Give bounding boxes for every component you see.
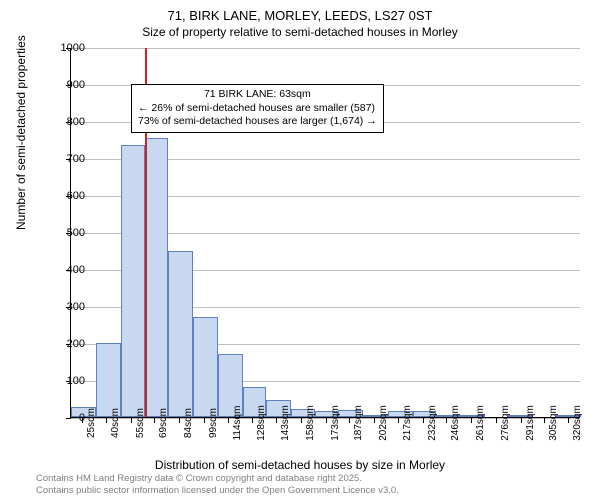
histogram-bar [96, 343, 121, 417]
x-tick-label: 55sqm [135, 408, 146, 438]
x-tick-mark [374, 418, 375, 423]
x-tick-label: 246sqm [450, 405, 461, 441]
gridline [71, 48, 580, 49]
x-tick-label: 232sqm [427, 405, 438, 441]
y-tick-label: 700 [45, 153, 85, 165]
chart-title-main: 71, BIRK LANE, MORLEY, LEEDS, LS27 0ST [0, 8, 600, 23]
x-tick-mark [398, 418, 399, 423]
y-tick-label: 300 [45, 301, 85, 313]
annotation-line-1: 71 BIRK LANE: 63sqm [138, 88, 377, 102]
x-tick-mark [204, 418, 205, 423]
x-tick-label: 305sqm [548, 405, 559, 441]
x-tick-mark [131, 418, 132, 423]
y-tick-label: 500 [45, 227, 85, 239]
x-tick-label: 158sqm [305, 405, 316, 441]
x-tick-mark [252, 418, 253, 423]
x-tick-label: 25sqm [86, 408, 97, 438]
x-tick-mark [228, 418, 229, 423]
x-tick-label: 217sqm [402, 405, 413, 441]
x-tick-label: 69sqm [158, 408, 169, 438]
histogram-bar [193, 317, 218, 417]
x-tick-mark [521, 418, 522, 423]
x-tick-label: 202sqm [378, 405, 389, 441]
y-tick-label: 1000 [45, 42, 85, 54]
x-tick-mark [446, 418, 447, 423]
x-tick-label: 187sqm [353, 405, 364, 441]
x-tick-label: 128sqm [256, 405, 267, 441]
y-tick-label: 600 [45, 190, 85, 202]
annotation-line-2: ← 26% of semi-detached houses are smalle… [138, 102, 377, 116]
footer-attribution: Contains HM Land Registry data © Crown c… [36, 473, 399, 496]
x-tick-mark [154, 418, 155, 423]
x-tick-label: 261sqm [475, 405, 486, 441]
histogram-bar [168, 251, 193, 418]
histogram-bar [121, 145, 146, 417]
y-tick-label: 800 [45, 116, 85, 128]
y-tick-label: 900 [45, 79, 85, 91]
x-tick-label: 173sqm [330, 405, 341, 441]
x-tick-mark [496, 418, 497, 423]
y-tick-label: 400 [45, 264, 85, 276]
x-tick-mark [106, 418, 107, 423]
footer-line-2: Contains public sector information licen… [36, 485, 399, 496]
y-tick-label: 0 [45, 412, 85, 424]
x-axis-label: Distribution of semi-detached houses by … [0, 458, 600, 472]
y-tick-label: 200 [45, 338, 85, 350]
chart-title-sub: Size of property relative to semi-detach… [0, 25, 600, 39]
y-axis-label: Number of semi-detached properties [14, 35, 28, 230]
x-tick-mark [544, 418, 545, 423]
footer-line-1: Contains HM Land Registry data © Crown c… [36, 473, 399, 484]
chart-area: 71 BIRK LANE: 63sqm← 26% of semi-detache… [70, 48, 580, 418]
x-tick-label: 114sqm [232, 406, 243, 441]
annotation-line-3: 73% of semi-detached houses are larger (… [138, 115, 377, 129]
x-tick-label: 320sqm [572, 405, 583, 441]
x-tick-mark [276, 418, 277, 423]
x-tick-label: 276sqm [500, 405, 511, 441]
y-tick-label: 100 [45, 375, 85, 387]
annotation-box: 71 BIRK LANE: 63sqm← 26% of semi-detache… [131, 84, 384, 133]
x-tick-label: 84sqm [183, 408, 194, 438]
x-tick-mark [471, 418, 472, 423]
x-tick-mark [423, 418, 424, 423]
x-tick-label: 40sqm [110, 408, 121, 438]
x-tick-label: 291sqm [525, 405, 536, 441]
chart-title-block: 71, BIRK LANE, MORLEY, LEEDS, LS27 0ST S… [0, 0, 600, 39]
x-tick-mark [568, 418, 569, 423]
x-tick-label: 143sqm [280, 405, 291, 441]
x-tick-mark [326, 418, 327, 423]
x-tick-mark [349, 418, 350, 423]
x-tick-mark [179, 418, 180, 423]
histogram-bar [145, 138, 168, 417]
plot-area: 71 BIRK LANE: 63sqm← 26% of semi-detache… [70, 48, 580, 418]
x-tick-mark [301, 418, 302, 423]
x-tick-label: 99sqm [208, 408, 219, 438]
